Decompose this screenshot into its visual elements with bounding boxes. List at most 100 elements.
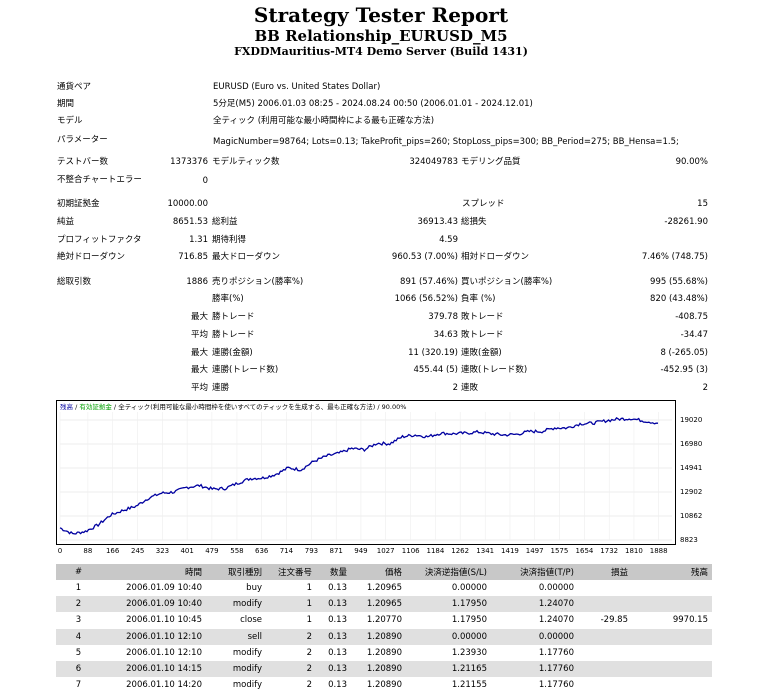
max-label-3: 最大 xyxy=(190,365,208,375)
legend-balance: 残高 xyxy=(60,403,73,411)
avg-win-label: 勝トレード xyxy=(212,330,255,340)
column-header: 注文番号 xyxy=(266,564,316,580)
table-cell: 5 xyxy=(75,647,82,658)
x-tick-label: 1810 xyxy=(625,547,643,555)
table-cell: 1 xyxy=(75,583,82,594)
table-header-row: # 時間 取引種別 注文番号 数量 価格 決済逆指値(S/L) 決済指値(T/P) 損益 残高 xyxy=(56,564,712,580)
pf-value: 1.31 xyxy=(189,235,208,245)
x-tick-label: 1497 xyxy=(525,547,544,555)
table-cell: 2 xyxy=(266,660,316,678)
table-cell: 0.00000 xyxy=(538,583,574,594)
symbol-label: 通貨ペア xyxy=(57,82,92,92)
column-header: 決済指値(T/P) xyxy=(491,564,578,580)
table-cell xyxy=(632,677,712,693)
x-tick-label: 1654 xyxy=(575,547,594,555)
table-cell: 1.20770 xyxy=(366,615,402,626)
table-cell xyxy=(632,645,712,661)
table-cell: 0.00000 xyxy=(406,628,491,645)
avg-cons-loss-label: 連敗 xyxy=(461,383,479,393)
table-cell: 0.13 xyxy=(316,628,351,645)
bars-value: 1373376 xyxy=(170,157,208,167)
win-rate-label: 勝率(%) xyxy=(212,294,244,304)
x-tick-label: 245 xyxy=(131,547,145,555)
table-cell xyxy=(632,596,712,613)
table-cell: 1.20890 xyxy=(351,628,406,645)
report-server: FXDDMauritius-MT4 Demo Server (Build 143… xyxy=(234,45,528,58)
column-header: 時間 xyxy=(101,564,206,580)
table-cell xyxy=(578,628,632,645)
x-tick-label: 871 xyxy=(329,547,343,555)
avg-cons-loss-value: 2 xyxy=(702,383,708,393)
table-cell: 0.13 xyxy=(328,680,347,691)
symbol-value: EURUSD (Euro vs. United States Dollar) xyxy=(213,82,381,92)
table-cell: 0.00000 xyxy=(491,628,578,645)
table-cell xyxy=(578,677,632,693)
x-tick-label: 1732 xyxy=(600,547,619,555)
balance-chart xyxy=(56,400,676,545)
model-label: モデル xyxy=(57,116,83,126)
period-label: 期間 xyxy=(57,99,75,109)
column-header: 残高 xyxy=(632,564,712,580)
cons-win-amt-label: 連勝(金額) xyxy=(212,348,253,358)
table-cell: 1.17760 xyxy=(491,660,578,678)
max-label-1: 最大 xyxy=(190,312,208,322)
column-header: 数量 xyxy=(316,564,351,580)
rel-dd-label: 相対ドローダウン xyxy=(461,252,530,262)
x-tick-label: 0 xyxy=(57,547,63,555)
y-tick-label: 10862 xyxy=(680,512,703,520)
max-loss-label: 敗トレード xyxy=(461,312,504,322)
table-row: 1 2006.01.09 10:40 buy 1 0.13 1.20965 0.00000 0… xyxy=(56,580,712,596)
deposit-label: 初期証拠金 xyxy=(57,199,100,209)
table-cell: 1.17950 xyxy=(451,615,487,626)
ticks-value: 324049783 xyxy=(409,157,458,167)
x-tick-label: 1575 xyxy=(550,547,569,555)
avg-loss-value: -34.47 xyxy=(680,330,708,340)
mismatch-label: 不整合チャートエラー xyxy=(57,175,142,185)
table-cell: 3 xyxy=(75,615,82,626)
legend-equity: 有効証拠金 xyxy=(79,403,112,411)
long-label: 買いポジション(勝率%) xyxy=(461,277,553,287)
table-cell: 2006.01.10 14:20 xyxy=(126,680,202,691)
table-cell: 1 xyxy=(266,596,316,613)
avg-cons-win-value: 2 xyxy=(452,383,458,393)
table-cell xyxy=(632,580,712,596)
table-cell xyxy=(578,580,632,596)
gross-profit-value: 36913.43 xyxy=(417,217,458,227)
short-value: 891 (57.46%) xyxy=(400,277,458,287)
table-row: 2 2006.01.09 10:40 modify 1 0.13 1.20965 1.179… xyxy=(56,596,712,613)
y-tick-label: 12902 xyxy=(680,487,703,496)
loss-rate-value: 820 (43.48%) xyxy=(650,294,708,304)
column-header: 損益 xyxy=(578,564,632,580)
table-cell xyxy=(578,596,632,613)
net-label: 純益 xyxy=(57,217,75,227)
gross-loss-value: -28261.90 xyxy=(664,217,708,227)
x-tick-label: 323 xyxy=(155,547,170,555)
x-tick-label: 1184 xyxy=(426,547,445,555)
table-cell xyxy=(578,645,632,661)
legend-sep-2: / xyxy=(113,403,119,411)
table-cell: 1.20965 xyxy=(366,583,402,594)
table-row: 5 2006.01.10 12:10 modify 2 0.13 1.20890 1.239… xyxy=(56,645,712,661)
table-cell: 1.24070 xyxy=(491,596,578,613)
expected-value: 4.59 xyxy=(439,235,458,245)
table-cell: buy xyxy=(246,583,262,594)
table-cell: 0.00000 xyxy=(451,583,487,594)
table-cell: 2006.01.10 10:45 xyxy=(126,615,202,626)
expected-label: 期待利得 xyxy=(212,235,247,245)
spread-label: スプレッド xyxy=(462,199,505,209)
table-cell: 1.24070 xyxy=(538,615,574,626)
trades-value: 1886 xyxy=(186,277,208,287)
table-cell: modify xyxy=(232,680,262,691)
table-cell: 1 xyxy=(306,615,312,626)
cons-loss-cnt-value: -452.95 (3) xyxy=(660,365,708,375)
win-rate-value: 1066 (56.52%) xyxy=(394,294,458,304)
x-tick-label: 479 xyxy=(205,547,219,555)
pf-label: プロフィットファクタ xyxy=(57,235,142,245)
params-value: MagicNumber=98764; Lots=0.13; TakeProfit… xyxy=(213,137,679,147)
table-cell: 1.17760 xyxy=(538,647,574,658)
max-dd-label: 最大ドローダウン xyxy=(212,252,281,262)
table-cell xyxy=(632,628,712,645)
table-cell: close xyxy=(240,615,262,626)
y-tick-label: 14941 xyxy=(680,464,703,472)
